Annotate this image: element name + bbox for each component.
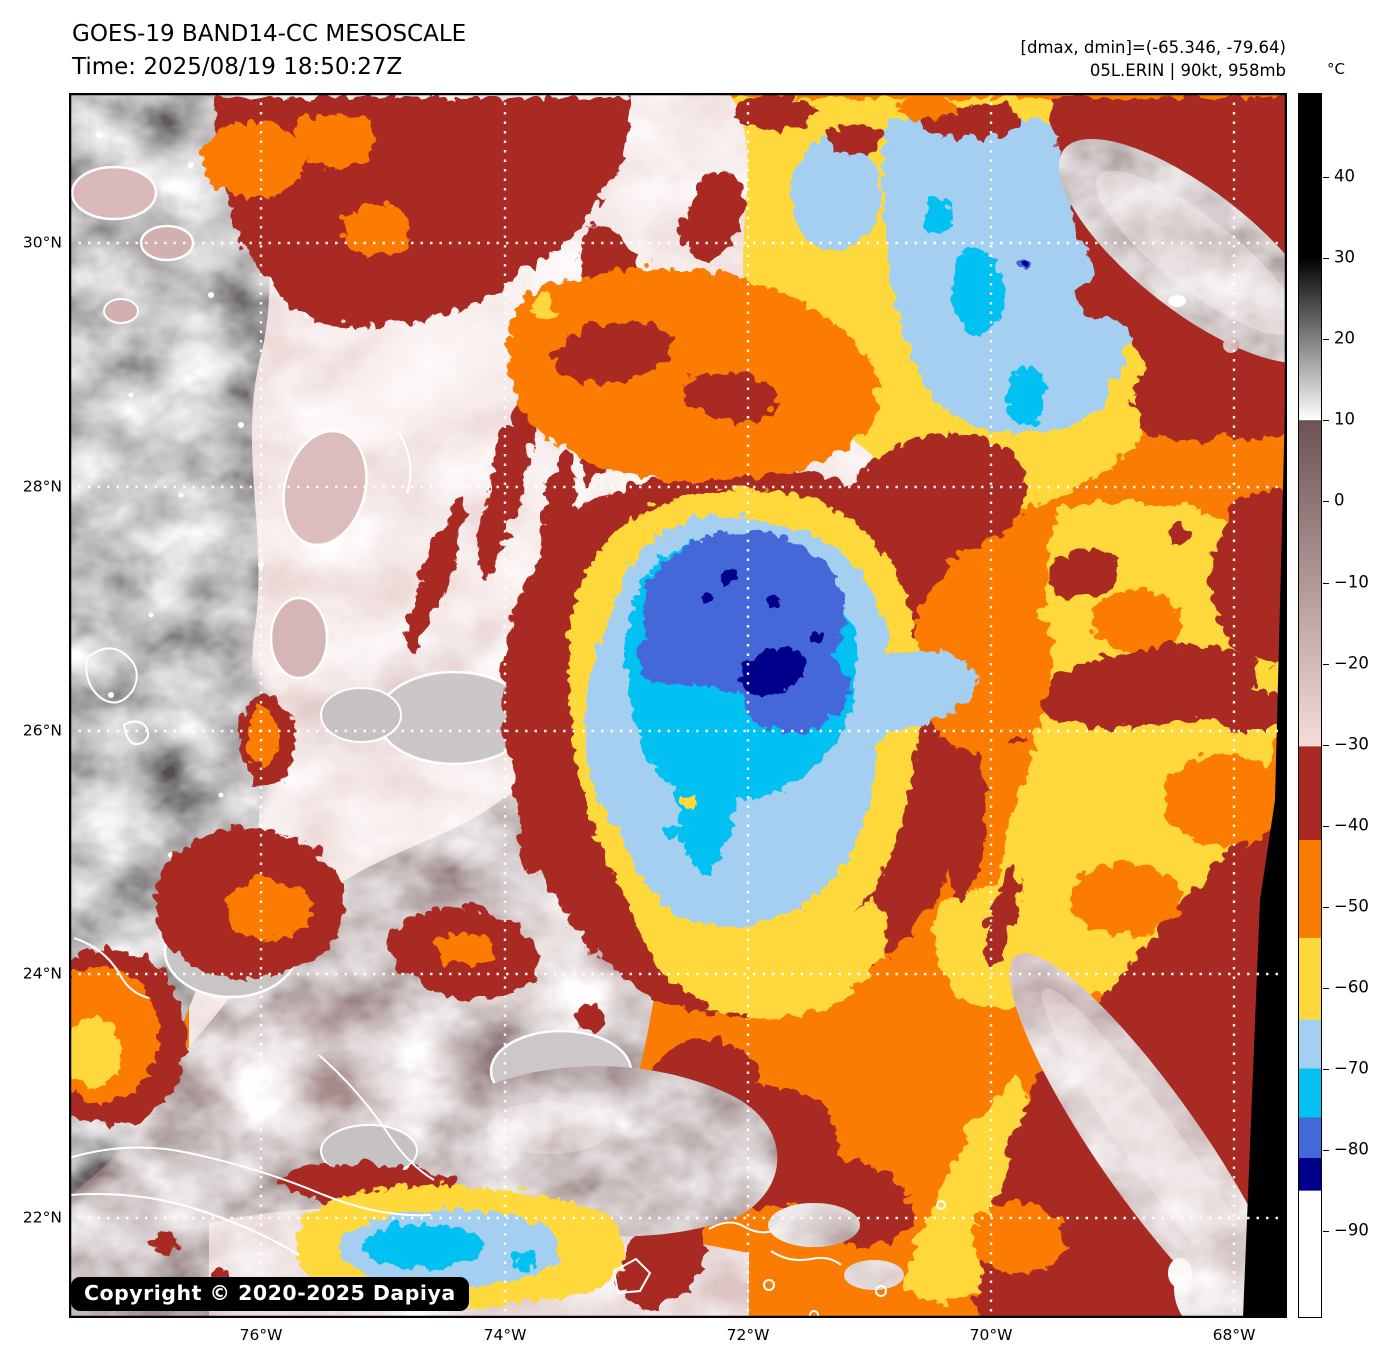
satellite-map <box>69 93 1287 1318</box>
colorbar-tick <box>1323 583 1329 584</box>
colorbar-tick <box>1323 1150 1329 1151</box>
colorbar-tick-label: −10 <box>1334 572 1369 592</box>
lat-tick-label: 24°N <box>22 964 62 983</box>
lat-tick-label: 22°N <box>22 1208 62 1227</box>
lon-tick-label: 70°W <box>969 1326 1013 1344</box>
lon-tick-label: 74°W <box>483 1326 527 1344</box>
colorbar-unit-label: °C <box>1327 60 1345 78</box>
lon-tick-label: 68°W <box>1212 1326 1256 1344</box>
colorbar-tick <box>1323 258 1329 259</box>
timestamp: Time: 2025/08/19 18:50:27Z <box>72 54 403 80</box>
hurricane-core <box>564 484 974 1016</box>
annotation-block: [dmax, dmin]=(-65.346, -79.64) 05L.ERIN … <box>1021 36 1286 82</box>
scan-edge-wedge <box>1243 330 1287 1318</box>
satellite-imagery <box>69 93 1287 1318</box>
colorbar-tick-label: −30 <box>1334 734 1369 754</box>
colorbar-tick <box>1323 745 1329 746</box>
bottom-cloud-features <box>441 953 1287 1318</box>
colorbar-tick-label: −70 <box>1334 1058 1369 1078</box>
page-title: GOES-19 BAND14-CC MESOSCALE <box>72 21 467 47</box>
colorbar-tick <box>1323 1231 1329 1232</box>
colorbar-tick-label: −50 <box>1334 896 1369 916</box>
colorbar-tick-label: 40 <box>1334 166 1355 186</box>
graticule-grid <box>69 93 1287 1318</box>
colorbar-tick-label: 20 <box>1334 328 1355 348</box>
lat-tick-label: 26°N <box>22 721 62 740</box>
colorbar-tick-label: −60 <box>1334 977 1369 997</box>
lat-tick-label: 28°N <box>22 477 62 496</box>
colorbar-tick <box>1323 420 1329 421</box>
colorbar-tick <box>1323 988 1329 989</box>
lon-tick-label: 72°W <box>726 1326 770 1344</box>
colorbar-tick <box>1323 1069 1329 1070</box>
map-frame <box>69 93 1287 1318</box>
dmax-dmin-annotation: [dmax, dmin]=(-65.346, -79.64) <box>1020 38 1286 57</box>
colorbar-tick-label: 30 <box>1334 247 1355 267</box>
storm-annotation: 05L.ERIN | 90kt, 958mb <box>1089 61 1286 80</box>
lat-tick-label: 30°N <box>22 233 62 252</box>
colorbar-tick-label: 0 <box>1334 490 1345 510</box>
gray-streak-topright <box>1058 138 1287 364</box>
colorbar-tick <box>1323 664 1329 665</box>
colorbar-tick-label: −80 <box>1334 1139 1369 1159</box>
colorbar-tick <box>1323 339 1329 340</box>
title-block: GOES-19 BAND14-CC MESOSCALE Time: 2025/0… <box>72 18 466 84</box>
cold-patch-bottom <box>69 703 621 1304</box>
colorbar-tick <box>1323 177 1329 178</box>
colorbar-tick-label: 10 <box>1334 409 1355 429</box>
colorbar-tick <box>1323 907 1329 908</box>
colorbar-tick-label: −20 <box>1334 653 1369 673</box>
colorbar-tick <box>1323 501 1329 502</box>
colorbar-tick-label: −90 <box>1334 1220 1369 1240</box>
colorbar-tick <box>1323 826 1329 827</box>
colorbar-tick-label: −40 <box>1334 815 1369 835</box>
colorbar <box>1298 93 1322 1318</box>
copyright-badge: Copyright © 2020-2025 Dapiya <box>71 1277 469 1311</box>
lon-tick-label: 76°W <box>239 1326 283 1344</box>
